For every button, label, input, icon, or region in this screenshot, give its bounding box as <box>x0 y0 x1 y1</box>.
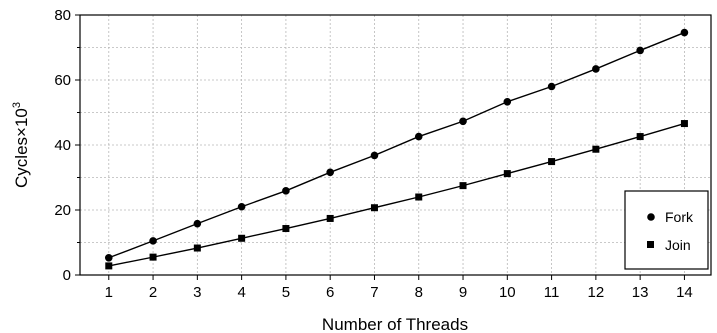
point-fork-10 <box>503 97 512 106</box>
x-tick-label-13: 13 <box>632 284 649 301</box>
point-join-14 <box>680 120 688 128</box>
grid-lines <box>80 15 711 275</box>
x-axis-label: Number of Threads <box>322 315 468 333</box>
point-join-11 <box>548 158 556 166</box>
x-tick-label-7: 7 <box>370 284 378 301</box>
y-axis-label: Cycles×103 <box>11 102 31 188</box>
y-axis-label-multiplier: ×10 <box>12 108 31 137</box>
point-fork-8 <box>414 132 423 141</box>
point-fork-11 <box>547 82 556 91</box>
x-tick-label-6: 6 <box>326 284 334 301</box>
x-tick-label-1: 1 <box>105 284 113 301</box>
x-tick-label-5: 5 <box>282 284 290 301</box>
legend-label-join: Join <box>665 237 691 253</box>
point-fork-6 <box>326 168 334 177</box>
point-fork-4 <box>237 202 246 211</box>
y-tick-label-60: 60 <box>54 72 71 89</box>
y-axis: 0 20 40 60 80 <box>54 7 80 284</box>
point-fork-5 <box>282 187 290 195</box>
point-join-8 <box>415 193 423 201</box>
y-tick-label-20: 20 <box>54 202 71 219</box>
x-tick-label-10: 10 <box>499 284 516 301</box>
point-join-1 <box>105 262 113 270</box>
point-fork-7 <box>370 151 379 160</box>
point-join-2 <box>149 253 157 261</box>
x-tick-label-9: 9 <box>459 284 467 301</box>
y-tick-label-0: 0 <box>63 267 71 284</box>
x-tick-label-14: 14 <box>676 284 693 301</box>
series-line-join <box>108 122 685 267</box>
point-join-10 <box>503 170 511 178</box>
point-join-6 <box>326 214 334 222</box>
point-fork-12 <box>592 65 600 73</box>
x-tick-label-8: 8 <box>415 284 423 301</box>
y-axis-label-text: Cycles <box>12 137 31 188</box>
legend-box <box>624 190 709 270</box>
point-join-7 <box>370 204 378 212</box>
point-fork-13 <box>636 46 644 55</box>
series-layer <box>104 28 689 270</box>
y-tick-label-80: 80 <box>54 7 71 24</box>
point-fork-3 <box>193 219 202 228</box>
x-tick-label-4: 4 <box>237 284 245 301</box>
series-fork <box>104 28 689 262</box>
point-fork-2 <box>149 237 157 245</box>
legend: Fork Join <box>624 190 709 270</box>
point-fork-9 <box>459 117 467 126</box>
point-join-4 <box>238 234 246 242</box>
x-tick-label-2: 2 <box>149 284 157 301</box>
series-line-fork <box>108 31 685 259</box>
y-axis-label-exponent: 3 <box>11 102 23 108</box>
y-tick-label-40: 40 <box>54 137 71 154</box>
x-tick-label-11: 11 <box>544 284 560 301</box>
point-join-9 <box>459 182 467 190</box>
point-join-12 <box>592 145 600 153</box>
legend-marker-fork <box>647 213 655 221</box>
point-join-3 <box>193 244 201 252</box>
point-join-13 <box>636 133 644 141</box>
series-join <box>105 120 688 270</box>
x-tick-label-3: 3 <box>193 284 201 301</box>
x-axis: 1 2 3 4 5 6 7 8 9 10 11 12 13 14 <box>105 275 693 301</box>
legend-marker-join <box>647 241 654 248</box>
point-join-5 <box>282 225 290 233</box>
x-tick-label-12: 12 <box>588 284 605 301</box>
legend-label-fork: Fork <box>665 209 694 225</box>
point-fork-14 <box>680 28 689 37</box>
point-fork-1 <box>104 253 113 262</box>
